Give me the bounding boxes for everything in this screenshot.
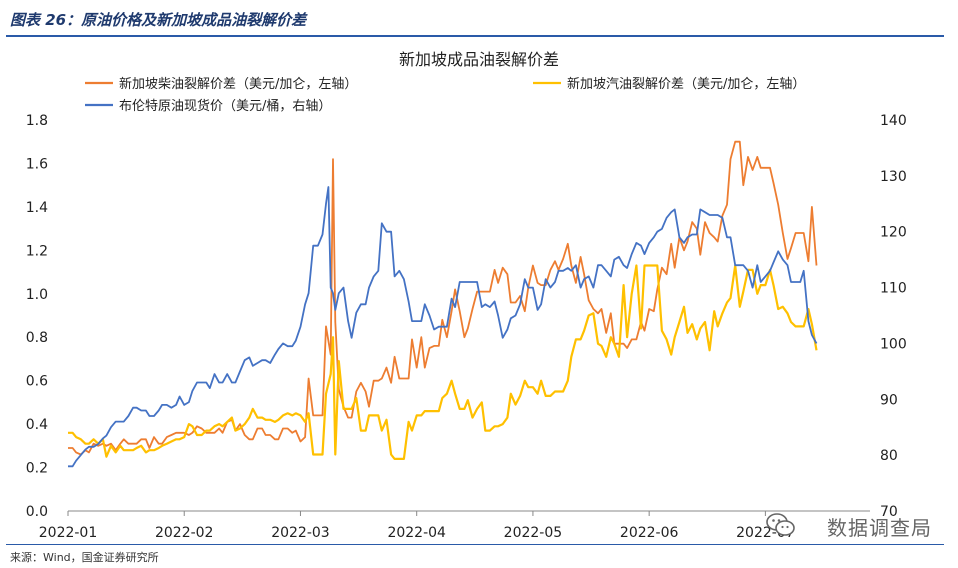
y-left-tick-label: 1.4 [26,200,48,216]
footer-rule [6,544,944,545]
y-left-tick-label: 1.8 [26,113,48,129]
y-left-tick-label: 1.2 [26,243,48,259]
chart: 新加坡成品油裂解价差 新加坡柴油裂解价差（美元/加仑，左轴） 新加坡汽油裂解价差（… [26,50,907,541]
legend-label: 布伦特原油现货价（美元/桶，右轴） [119,98,331,114]
report-footer: 来源：Wind，国金证券研究所 [0,544,958,568]
axes: 2022-01 2022-02 2022-03 2022-04 2022-05 2022-… [26,113,907,541]
y-left-tick-label: 1.0 [26,287,48,303]
y-right-tick-label: 90 [880,392,898,408]
legend-label: 新加坡汽油裂解价差（美元/加仑，左轴） [567,76,805,92]
y-left-tick-label: 0.6 [26,374,48,390]
y-right-tick-label: 130 [880,169,907,185]
x-tick-label: 2022-01 [39,525,98,541]
y-left-tick-label: 0.4 [26,417,48,433]
legend-label: 新加坡柴油裂解价差（美元/加仑，左轴） [119,76,357,92]
y-left-tick-label: 0.8 [26,330,48,346]
y-right-tick-label: 110 [880,281,907,297]
x-tick-label: 2022-02 [155,525,214,541]
x-tick-label: 2022-06 [620,525,679,541]
legend: 新加坡柴油裂解价差（美元/加仑，左轴） 新加坡汽油裂解价差（美元/加仑，左轴） 布伦… [85,76,805,114]
series-line-2 [68,264,818,460]
watermark: 数据调查局 [827,516,932,540]
x-tick-label: 2022-05 [504,525,563,541]
y-right-tick-label: 80 [880,448,898,464]
x-tick-label: 2022-03 [271,525,330,541]
series-line-1 [68,140,818,456]
chart-title: 新加坡成品油裂解价差 [399,50,559,69]
y-left-tick-label: 0.0 [26,504,48,520]
y-right-tick-label: 70 [880,504,898,520]
y-right-tick-label: 100 [880,336,907,352]
report-header: 图表 26：原油价格及新加坡成品油裂解价差 [0,0,958,38]
y-left-tick-label: 0.2 [26,461,48,477]
y-left-tick-label: 1.6 [26,156,48,172]
y-right-tick-label: 140 [880,113,907,129]
figure-caption: 图表 26：原油价格及新加坡成品油裂解价差 [10,11,307,29]
header-rule [6,35,944,37]
x-tick-label: 2022-04 [387,525,446,541]
source-note: 来源：Wind，国金证券研究所 [10,551,159,564]
series-layer [68,140,818,468]
series-line-3 [68,186,818,468]
wechat-icon [766,513,795,536]
y-right-tick-label: 120 [880,225,907,241]
